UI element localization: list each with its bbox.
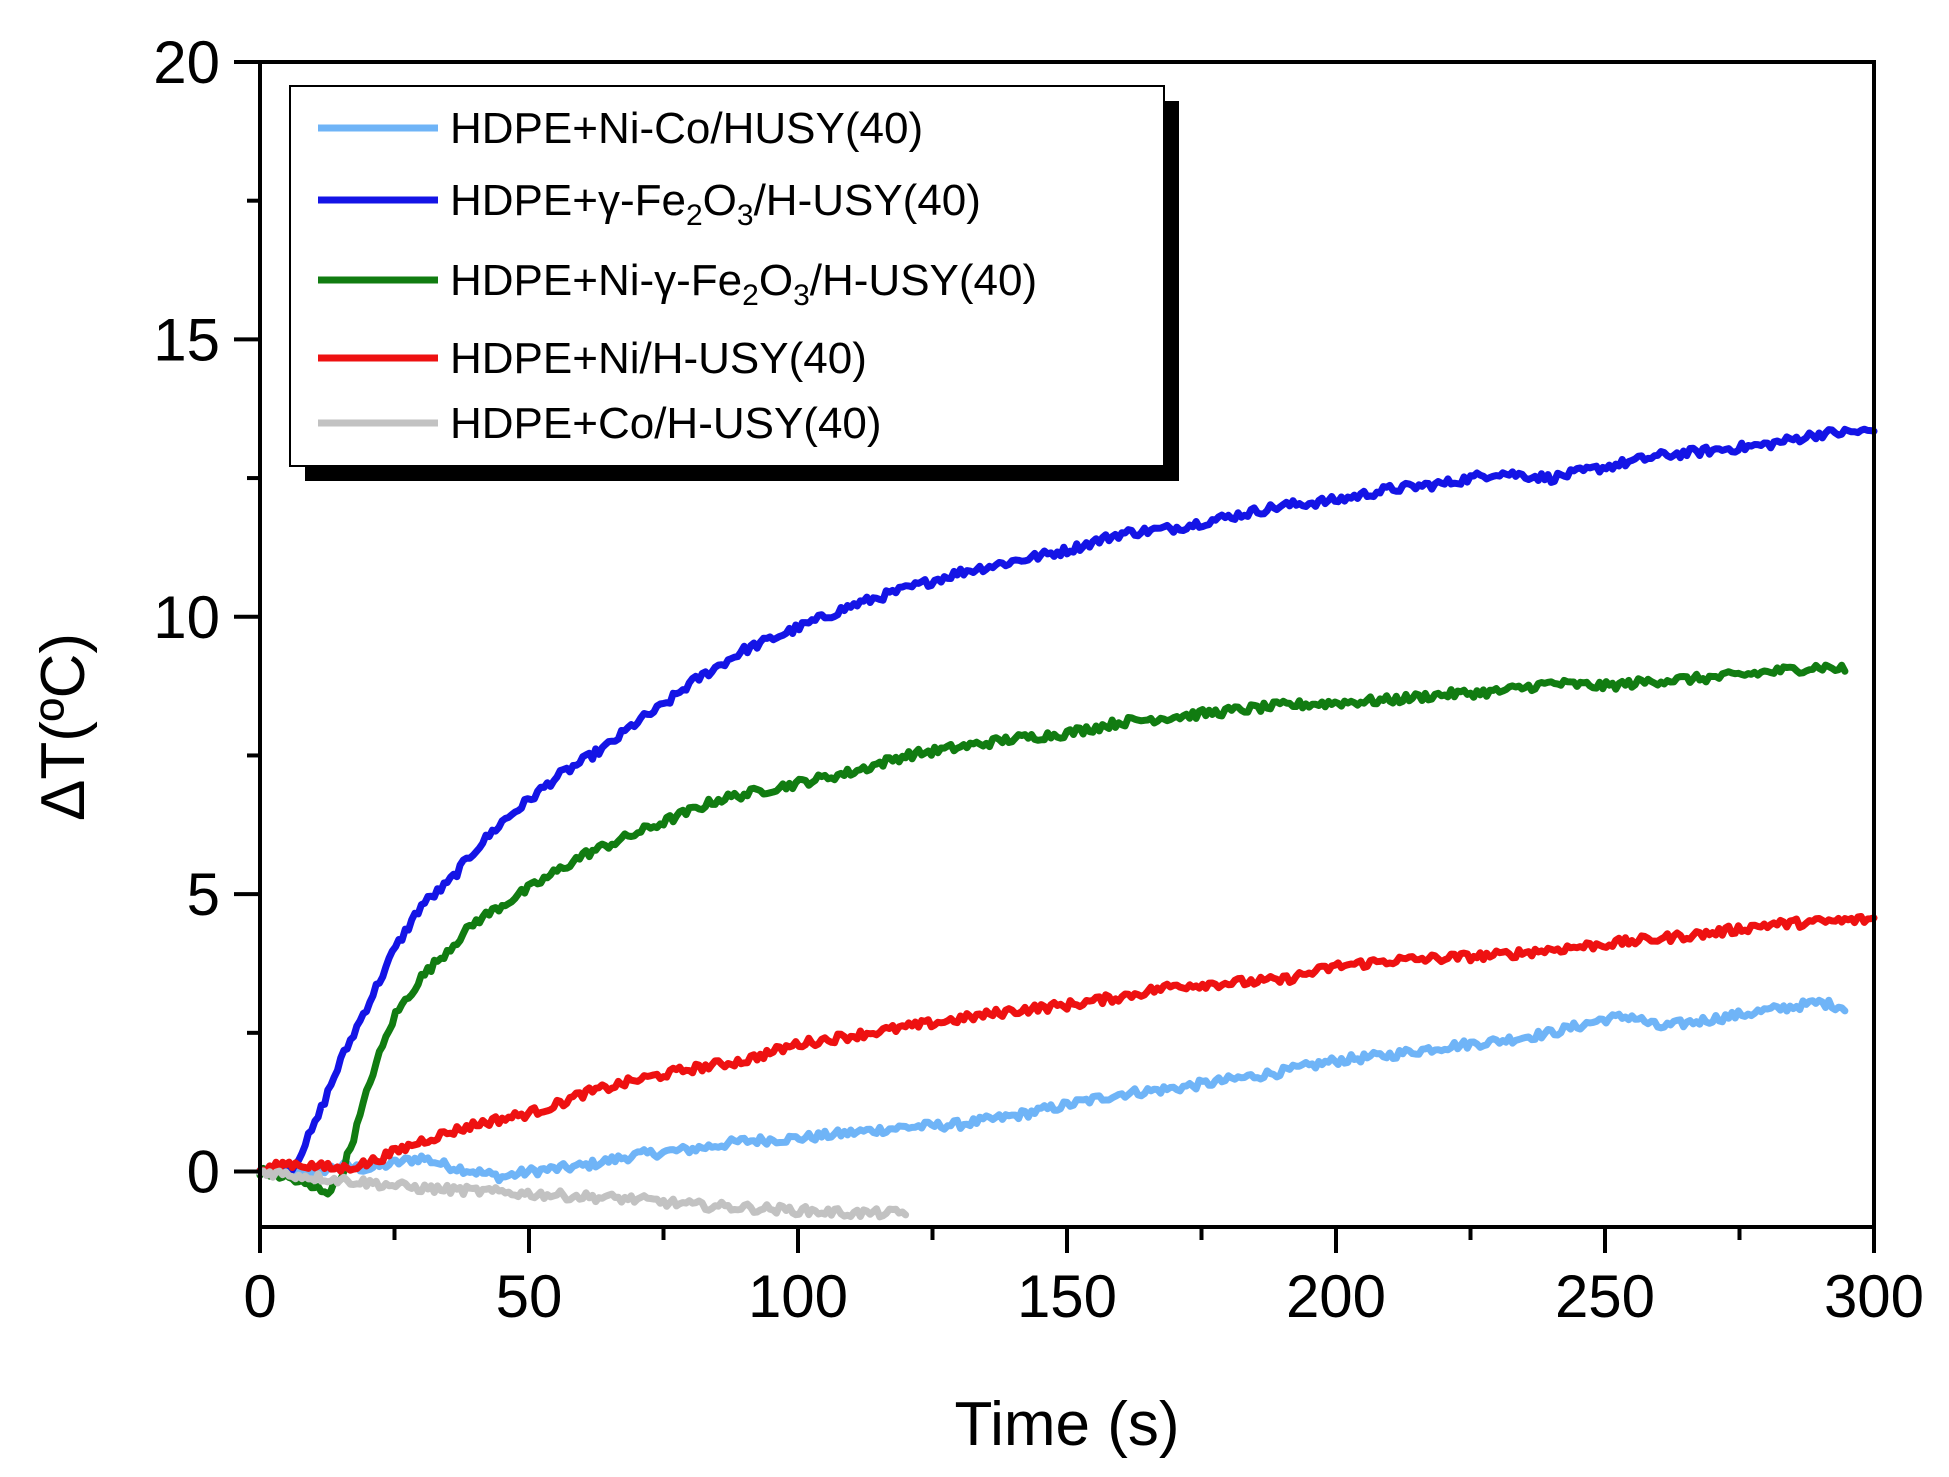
series-line-2: [256, 425, 1878, 1178]
y-tick-label: 0: [187, 1139, 220, 1206]
x-tick-label: 150: [1017, 1263, 1117, 1330]
x-tick-label: 0: [243, 1263, 276, 1330]
legend: HDPE+Ni-Co/HUSY(40) HDPE+γ-Fe2O3/H-USY(40…: [289, 85, 1179, 481]
legend-label-1: HDPE+Ni-Co/HUSY(40): [450, 104, 923, 153]
x-tick-label: 200: [1286, 1263, 1386, 1330]
y-tick-label: 20: [153, 29, 220, 96]
legend-label-4: HDPE+Ni/H-USY(40): [450, 334, 867, 383]
y-tick-label: 15: [153, 306, 220, 373]
axis-ticks: [234, 60, 1876, 1253]
series-line-3: [256, 661, 1849, 1198]
x-tick-label: 300: [1824, 1263, 1924, 1330]
x-tick-label: 50: [496, 1263, 563, 1330]
legend-label-5: HDPE+Co/H-USY(40): [450, 399, 882, 448]
y-tick-label: 5: [187, 861, 220, 928]
axis-tick-labels: 0 50 100 150 200 250 300 0 5 10 15 20: [153, 29, 1924, 1330]
series-line-1: [256, 996, 1849, 1185]
plot-series-group: [256, 425, 1878, 1221]
series-line-4: [256, 913, 1878, 1175]
legend-box: [289, 85, 1165, 467]
x-tick-label: 100: [748, 1263, 848, 1330]
legend-label-2: HDPE+γ-Fe2O3/H-USY(40): [450, 176, 981, 232]
legend-entries: HDPE+Ni-Co/HUSY(40) HDPE+γ-Fe2O3/H-USY(40…: [318, 104, 1037, 448]
x-axis-title: Time (s): [955, 1390, 1180, 1459]
series-line-5: [256, 1167, 910, 1221]
legend-label-3: HDPE+Ni-γ-Fe2O3/H-USY(40): [450, 256, 1037, 312]
x-tick-label: 250: [1555, 1263, 1655, 1330]
y-axis-title: ΔT(ºC): [29, 633, 98, 821]
y-tick-label: 10: [153, 584, 220, 651]
